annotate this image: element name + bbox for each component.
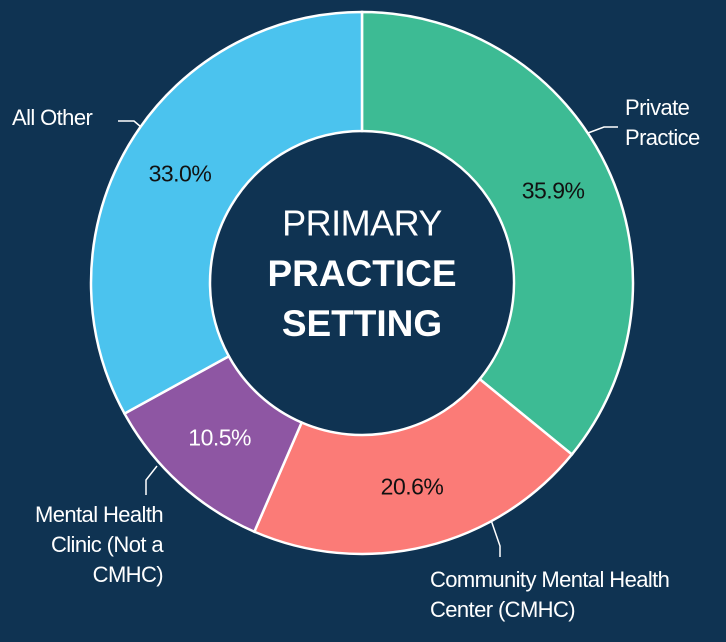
slice	[252, 377, 574, 556]
value-label: 20.6%	[381, 474, 444, 500]
category-label: Community Mental Health Center (CMHC)	[430, 567, 670, 622]
leader-line	[490, 519, 501, 557]
title-line: SETTING	[282, 303, 442, 344]
value-label: 33.0%	[149, 160, 212, 186]
leader-line	[118, 120, 142, 128]
slice	[360, 10, 635, 457]
title-line: PRACTICE	[267, 253, 456, 294]
value-label: 10.5%	[188, 425, 251, 451]
category-label: Mental Health Clinic (Not a CMHC)	[35, 502, 164, 587]
leader-line	[587, 126, 618, 134]
slices	[89, 10, 635, 556]
title-line: PRIMARY	[282, 203, 442, 244]
slice	[89, 10, 364, 416]
leader-line	[145, 465, 158, 495]
value-label: 35.9%	[522, 177, 585, 203]
category-label: All Other	[12, 105, 93, 130]
category-label: Private Practice	[625, 95, 700, 150]
